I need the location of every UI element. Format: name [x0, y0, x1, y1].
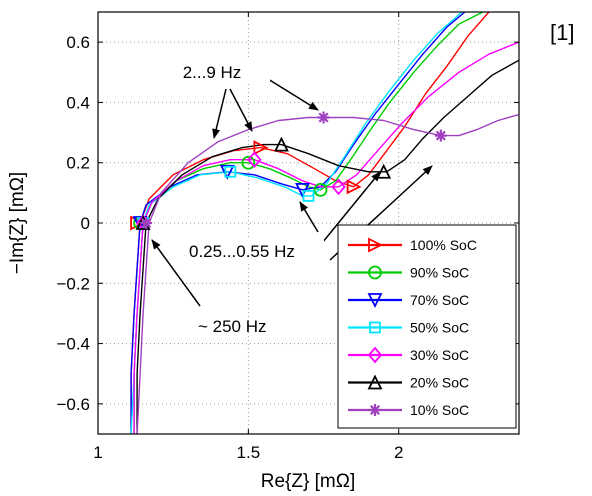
y-tick-label: 0 — [81, 214, 90, 233]
legend-entry: 20% SoC — [348, 374, 469, 391]
legend-label: 20% SoC — [410, 375, 469, 391]
axis-ticks: 1 1.5 2 0.6 0.4 0.2 0 −0.2 −0.4 −0.6 — [56, 12, 519, 462]
markers-layer — [130, 111, 447, 232]
data-marker — [313, 182, 328, 197]
data-marker — [219, 164, 235, 180]
y-tick-label: 0.2 — [66, 154, 90, 173]
y-tick-label: −0.2 — [56, 274, 90, 293]
x-tick-label: 2 — [394, 443, 403, 462]
legend: 100% SoC 90% SoC 70% SoC 50% SoC 30% SoC 20% … — [337, 224, 517, 429]
data-marker — [434, 129, 447, 142]
arrow-2-9hz-b — [229, 88, 253, 132]
arrow-2-9hz-c — [267, 78, 319, 111]
series-line-30-soc — [133, 41, 519, 434]
x-tick-label: 1.5 — [237, 443, 261, 462]
y-tick-label: 0.4 — [66, 93, 90, 112]
data-marker — [224, 165, 237, 178]
annotation-250hz: ~ 250 Hz — [198, 317, 267, 336]
legend-marker — [369, 321, 381, 334]
data-marker — [273, 136, 289, 152]
data-marker — [130, 215, 146, 231]
legend-marker — [369, 404, 381, 416]
data-marker — [376, 163, 392, 179]
data-marker — [140, 217, 153, 229]
x-axis-label: Re{Z} [mΩ] — [261, 471, 355, 492]
data-marker — [247, 151, 262, 169]
legend-label: 30% SoC — [410, 347, 469, 363]
legend-entry: 50% SoC — [348, 320, 469, 336]
legend-marker — [368, 265, 382, 280]
legend-entry: 100% SoC — [348, 237, 477, 253]
legend-entry: 30% SoC — [348, 346, 469, 364]
x-tick-label: 1 — [93, 443, 102, 462]
legend-label: 100% SoC — [410, 237, 477, 253]
y-axis-label: −Im{Z} [mΩ] — [7, 172, 28, 274]
arrow-250hz — [151, 239, 201, 307]
legend-label: 50% SoC — [410, 320, 469, 336]
data-marker — [302, 189, 315, 202]
legend-entry: 70% SoC — [348, 292, 469, 309]
legend-entry: 10% SoC — [348, 402, 469, 418]
y-tick-label: −0.4 — [56, 335, 90, 354]
reference-label: [1] — [550, 20, 575, 45]
series-layer — [130, 12, 519, 434]
legend-label: 70% SoC — [410, 292, 469, 308]
legend-marker — [367, 293, 383, 309]
series-line-20-soc — [136, 59, 519, 434]
y-tick-label: 0.6 — [66, 33, 90, 52]
legend-marker — [368, 237, 384, 253]
series-line-10-soc — [136, 113, 519, 434]
legend-entry: 90% SoC — [348, 265, 469, 281]
legend-marker — [367, 346, 383, 364]
data-marker — [317, 111, 330, 124]
annotation-2-9hz: 2...9 Hz — [183, 63, 242, 82]
annotation-025-055hz: 0.25...0.55 Hz — [189, 242, 295, 261]
data-marker — [331, 178, 346, 196]
data-marker — [295, 182, 310, 198]
annotation-box-2-9hz — [152, 57, 270, 84]
legend-label: 10% SoC — [410, 402, 469, 418]
data-marker — [346, 179, 362, 195]
arrow-025hz-b — [317, 171, 381, 249]
arrow-2-9hz-a — [212, 88, 227, 139]
arrow-025hz-a — [299, 201, 319, 233]
legend-label: 90% SoC — [410, 265, 469, 281]
legend-marker — [367, 374, 383, 390]
series-line-70-soc — [130, 12, 466, 434]
y-tick-label: −0.6 — [56, 395, 90, 414]
annotation-box-025hz — [184, 237, 324, 263]
data-marker — [253, 140, 269, 156]
data-marker — [241, 155, 256, 170]
